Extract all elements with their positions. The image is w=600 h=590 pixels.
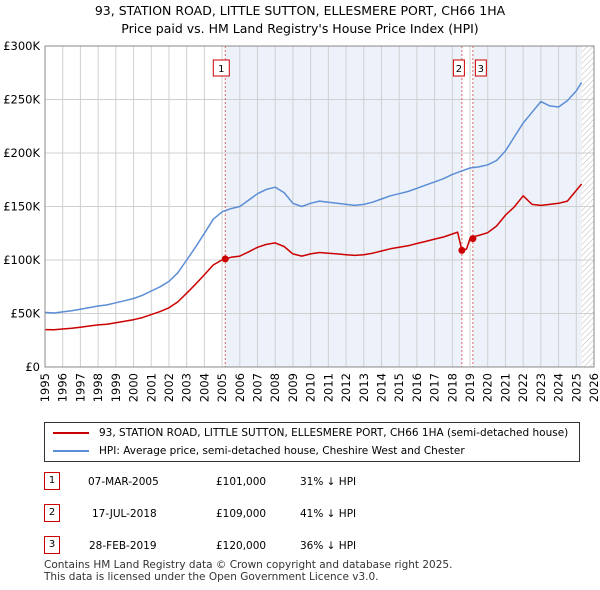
legend: 93, STATION ROAD, LITTLE SUTTON, ELLESME… (44, 422, 580, 462)
sale-point (469, 235, 477, 243)
sale-price: £109,000 (216, 508, 267, 520)
x-tick-label: 2007 (251, 373, 265, 402)
x-tick-label: 2011 (321, 373, 335, 402)
y-tick-label: £200K (3, 146, 40, 160)
x-tick-label: 2022 (516, 373, 530, 402)
chart-title: 93, STATION ROAD, LITTLE SUTTON, ELLESME… (94, 3, 506, 18)
y-tick-label: £50K (11, 307, 41, 321)
x-tick-label: 2009 (286, 373, 300, 402)
x-tick-label: 2019 (463, 373, 477, 402)
plot-frame (44, 45, 595, 368)
y-tick-label: £150K (3, 200, 40, 214)
x-tick-label: 2001 (144, 373, 158, 402)
legend-label-property: 93, STATION ROAD, LITTLE SUTTON, ELLESME… (99, 427, 569, 439)
sale-point (458, 246, 466, 254)
x-tick-label: 2023 (534, 373, 548, 402)
y-tick-label: £250K (3, 93, 40, 107)
x-tick-label: 2020 (481, 373, 495, 402)
x-tick-label: 1995 (38, 373, 52, 402)
x-tick-label: 2006 (233, 373, 247, 402)
x-tick-label: 2026 (587, 373, 600, 402)
sale-badge: 2 (44, 504, 60, 522)
chart-sale-badge-label: 3 (478, 64, 484, 75)
x-tick-label: 2002 (162, 373, 176, 402)
sale-badge: 3 (44, 536, 60, 554)
x-tick-label: 2005 (215, 373, 229, 402)
chart-sale-badge-label: 2 (456, 64, 462, 75)
sale-hpi-diff: 36% ↓ HPI (300, 540, 357, 552)
y-tick-label: £100K (3, 253, 40, 267)
sale-hpi-diff: 31% ↓ HPI (300, 476, 357, 488)
x-tick-label: 2000 (127, 373, 141, 402)
x-tick-label: 1997 (73, 373, 87, 402)
chart-sale-badge-box (474, 59, 487, 77)
x-tick-label: 2015 (392, 373, 406, 402)
sale-badge: 1 (44, 472, 60, 490)
legend-label-hpi: HPI: Average price, semi-detached house,… (99, 445, 465, 457)
chart-subtitle: Price paid vs. HM Land Registry's House … (121, 21, 479, 36)
x-tick-label: 2024 (552, 373, 566, 402)
footer-licence: This data is licensed under the Open Gov… (44, 571, 379, 583)
x-tick-label: 2017 (428, 373, 442, 402)
x-tick-label: 2010 (304, 373, 318, 402)
x-tick-label: 2008 (268, 373, 282, 402)
sale-hpi-diff: 41% ↓ HPI (300, 508, 357, 520)
x-tick-label: 2004 (197, 373, 211, 402)
sale-date: 07-MAR-2005 (88, 476, 159, 488)
legend-swatch-property (53, 432, 89, 434)
x-tick-label: 2025 (569, 373, 583, 402)
sale-price: £120,000 (216, 540, 267, 552)
chart-sale-badge-label: 1 (218, 64, 224, 75)
chart-sale-badge-box (212, 59, 230, 77)
chart-sale-badge: 3 (474, 59, 487, 77)
x-tick-label: 2016 (410, 373, 424, 402)
x-tick-label: 1998 (91, 373, 105, 402)
legend-entry-hpi: HPI: Average price, semi-detached house,… (53, 443, 465, 459)
sale-date: 17-JUL-2018 (92, 508, 157, 520)
chart-sale-badge: 1 (212, 59, 230, 77)
sale-point (221, 255, 229, 263)
property-price-line (44, 183, 583, 331)
x-tick-label: 2013 (357, 373, 371, 402)
footer-copyright: Contains HM Land Registry data © Crown c… (44, 559, 453, 571)
x-tick-label: 2003 (180, 373, 194, 402)
y-tick-label: £0 (25, 360, 40, 374)
sale-price: £101,000 (216, 476, 267, 488)
chart-sale-badge: 2 (452, 59, 465, 77)
x-tick-label: 1996 (56, 373, 70, 402)
x-tick-label: 2014 (374, 373, 388, 402)
x-tick-label: 2018 (445, 373, 459, 402)
x-tick-label: 2021 (498, 373, 512, 402)
y-tick-label: £300K (3, 39, 40, 53)
sale-date: 28-FEB-2019 (89, 540, 157, 552)
hpi-line (44, 82, 583, 314)
x-tick-label: 2012 (339, 373, 353, 402)
legend-swatch-hpi (53, 450, 89, 452)
x-tick-label: 1999 (109, 373, 123, 402)
legend-entry-property: 93, STATION ROAD, LITTLE SUTTON, ELLESME… (53, 425, 568, 441)
footer: Contains HM Land Registry data © Crown c… (44, 559, 452, 583)
chart-sale-badge-box (452, 59, 465, 77)
